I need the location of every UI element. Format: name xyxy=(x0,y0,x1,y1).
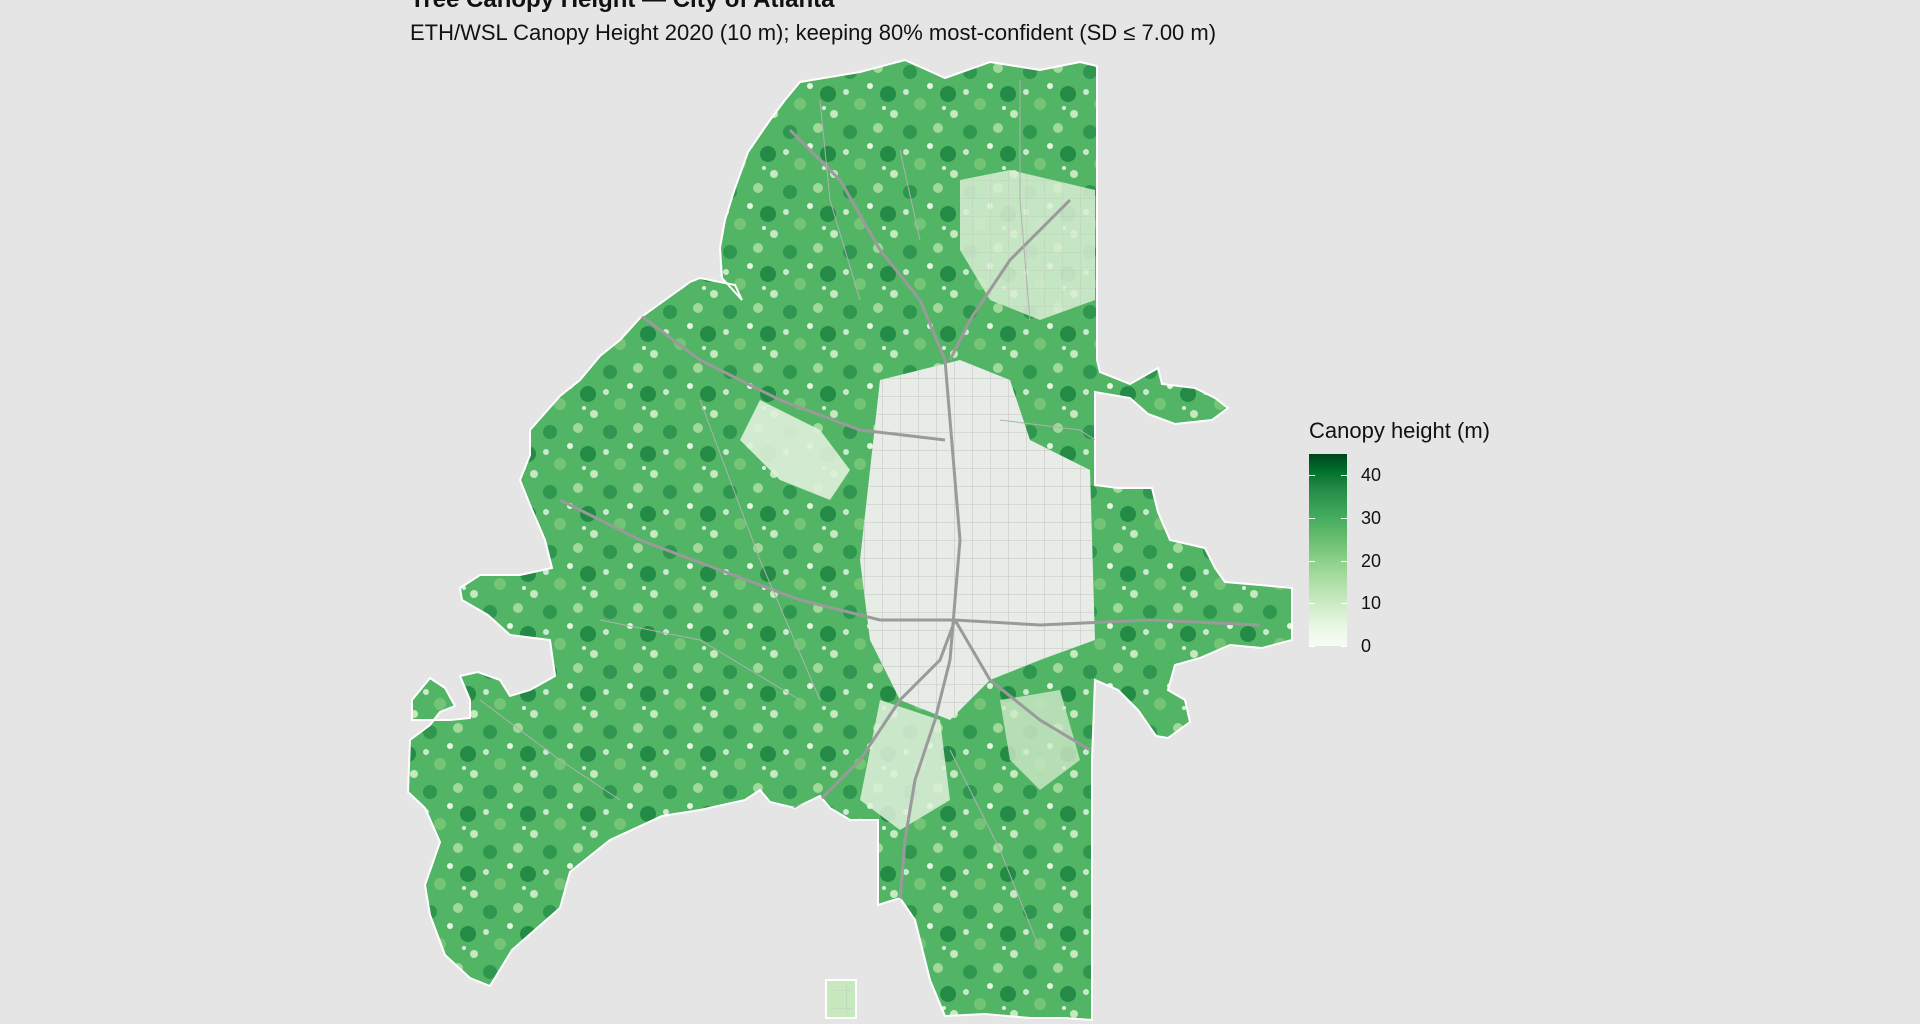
legend-tick-mark xyxy=(1309,646,1315,647)
legend-tick-mark xyxy=(1309,560,1315,562)
legend-tick-label: 10 xyxy=(1361,593,1382,614)
map-subtitle: ETH/WSL Canopy Height 2020 (10 m); keepi… xyxy=(410,20,1217,45)
legend-tick-mark xyxy=(1341,518,1347,519)
legend-colorbar xyxy=(1309,454,1347,647)
legend-tick-mark xyxy=(1341,475,1347,477)
roads xyxy=(479,80,1096,951)
city-boundary xyxy=(406,58,1293,1022)
map-title: Tree Canopy Height — City of Atlanta xyxy=(410,0,835,14)
legend-tick-mark xyxy=(1309,518,1315,519)
legend-title: Canopy height (m) xyxy=(1309,418,1490,443)
legend-tick-mark xyxy=(1341,560,1347,562)
legend-tick-mark xyxy=(1341,603,1347,605)
legend: Canopy height (m) 0 10 20 30 40 xyxy=(1309,418,1490,655)
legend-tick-mark xyxy=(1309,603,1315,605)
south-parcel xyxy=(825,979,857,1019)
legend-tick-label: 30 xyxy=(1361,508,1382,528)
legend-tick-mark xyxy=(1309,475,1315,477)
legend-tick-label: 20 xyxy=(1361,550,1382,571)
legend-tick-mark xyxy=(1341,646,1347,647)
legend-tick-label: 40 xyxy=(1361,465,1382,486)
legend-tick-label: 0 xyxy=(1361,636,1372,656)
